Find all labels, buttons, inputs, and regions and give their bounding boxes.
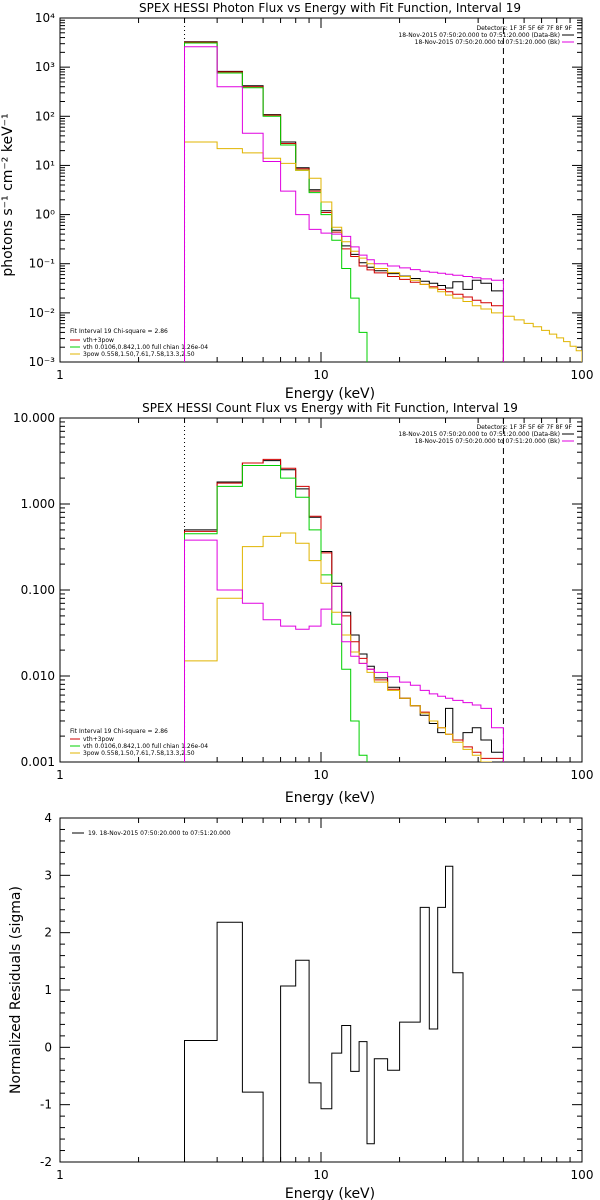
- panel2-legend-bottom: Fit Interval 19 Chi-square = 2.86 vth+3p…: [70, 728, 208, 757]
- x-tick-label: 100: [571, 768, 594, 782]
- panel2-fit-interval: Fit Interval 19 Chi-square = 2.86: [70, 728, 168, 735]
- y-tick-label: 10⁴: [35, 11, 55, 25]
- panel2-legend-bk: 18-Nov-2015 07:50:20.000 to 07:51:20.000…: [415, 438, 560, 445]
- y-tick-label: 10⁰: [35, 208, 55, 222]
- panel3-legend: 19. 18-Nov-2015 07:50:20.000 to 07:51:20…: [88, 830, 231, 837]
- panel1-title: SPEX HESSI Photon Flux vs Energy with Fi…: [139, 1, 521, 15]
- series-green: [184, 465, 368, 762]
- panel1-vth-params: vth 0.0106,0.842,1.00 full chian 1.26e-0…: [83, 344, 208, 351]
- panel2-legend-databk: 18-Nov-2015 07:50:20.000 to 07:51:20.000…: [398, 431, 560, 438]
- panel1-fit-interval: Fit Interval 19 Chi-square = 2.86: [70, 328, 168, 335]
- panel2-legend-top: Detectors: 1F 3F 5F 6F 7F 8F 9F 18-Nov-2…: [398, 424, 574, 445]
- y-tick-label: 10⁻²: [29, 306, 56, 320]
- residuals-panel: Energy (keV) Normalized Residuals (sigma…: [8, 830, 375, 1200]
- x-tick-label: 10: [313, 1168, 328, 1182]
- panel2-legend-detectors: Detectors: 1F 3F 5F 6F 7F 8F 9F: [476, 424, 572, 431]
- series-black: [184, 460, 504, 762]
- panel1-3pow-params: 3pow 0.558,1.50,7.61,7.58,13.3,2.50: [83, 351, 195, 358]
- series-black: [184, 865, 464, 1162]
- x-tick-label: 10: [313, 368, 328, 382]
- x-tick-label: 1: [56, 368, 64, 382]
- y-tick-label: 10¹: [35, 158, 55, 172]
- panel1-xlabel: Energy (keV): [285, 386, 375, 402]
- y-tick-label: 10⁻¹: [29, 257, 56, 271]
- y-tick-label: 4: [44, 811, 52, 825]
- panel1-legend-bottom: Fit Interval 19 Chi-square = 2.86 vth+3p…: [70, 328, 208, 358]
- panel2-3pow-params: 3pow 0.558,1.50,7.61,7.58,13.3,2.50: [83, 750, 195, 757]
- series-green: [184, 42, 368, 362]
- count-flux-panel: SPEX HESSI Count Flux vs Energy with Fit…: [70, 401, 574, 806]
- panel1-model-label: vth+3pow: [83, 337, 114, 344]
- y-tick-label: 10³: [35, 60, 55, 74]
- y-tick-label: 0.100: [21, 583, 55, 597]
- y-tick-label: 1.000: [21, 497, 55, 511]
- panel1-plot: 1 10 100 10⁻³ 10⁻² 10⁻¹ 10⁰ 10¹ 10² 10³ 10⁴: [29, 11, 594, 382]
- panel3-plot: 1 10 100 -2 -1 0 1 2 3 4: [40, 811, 593, 1182]
- series-yellow: [184, 532, 492, 762]
- photon-flux-panel: SPEX HESSI Photon Flux vs Energy with Fi…: [0, 1, 574, 402]
- y-tick-label: 1: [44, 983, 52, 997]
- x-tick-label: 100: [571, 1168, 594, 1182]
- y-tick-label: 3: [44, 868, 52, 882]
- panel2-title: SPEX HESSI Count Flux vs Energy with Fit…: [142, 401, 518, 415]
- series-red: [184, 41, 504, 362]
- panel1-legend-databk: 18-Nov-2015 07:50:20.000 to 07:51:20.000…: [398, 32, 560, 39]
- series-magenta: [184, 539, 504, 762]
- panel2-vth-params: vth 0.0106,0.842,1.00 full chian 1.26e-0…: [83, 743, 208, 750]
- panel2-model-label: vth+3pow: [83, 736, 114, 743]
- y-tick-label: -1: [40, 1098, 52, 1112]
- panel2-xlabel: Energy (keV): [285, 790, 375, 806]
- y-tick-label: 10.000: [13, 411, 55, 425]
- y-tick-label: -2: [40, 1155, 52, 1169]
- y-tick-label: 10²: [35, 109, 55, 123]
- panel3-xlabel: Energy (keV): [285, 1186, 375, 1200]
- panel2-plot: 1 10 100 0.001 0.010 0.100 1.000 10.000: [13, 411, 593, 782]
- series-magenta: [184, 46, 504, 362]
- y-tick-label: 0.010: [21, 669, 55, 683]
- panel1-legend-top: Detectors: 1F 3F 5F 6F 7F 8F 9F 18-Nov-2…: [398, 25, 574, 46]
- panel1-legend-bk: 18-Nov-2015 07:50:20.000 to 07:51:20.000…: [415, 39, 560, 46]
- panel3-ylabel: Normalized Residuals (sigma): [8, 886, 24, 1094]
- series-yellow: [184, 141, 582, 362]
- y-tick-label: 0: [44, 1040, 52, 1054]
- panel3-frame: [59, 817, 583, 1163]
- y-tick-label: 10⁻³: [29, 355, 56, 369]
- panel1-ylabel: photons s⁻¹ cm⁻² keV⁻¹: [0, 113, 16, 276]
- x-tick-label: 100: [571, 368, 594, 382]
- series-black: [184, 41, 504, 362]
- series-red: [184, 458, 504, 762]
- y-tick-label: 0.001: [21, 755, 55, 769]
- x-tick-label: 10: [313, 768, 328, 782]
- x-tick-label: 1: [56, 768, 64, 782]
- x-tick-label: 1: [56, 1168, 64, 1182]
- panel1-legend-detectors: Detectors: 1F 3F 5F 6F 7F 8F 9F: [476, 25, 572, 32]
- y-tick-label: 2: [44, 926, 52, 940]
